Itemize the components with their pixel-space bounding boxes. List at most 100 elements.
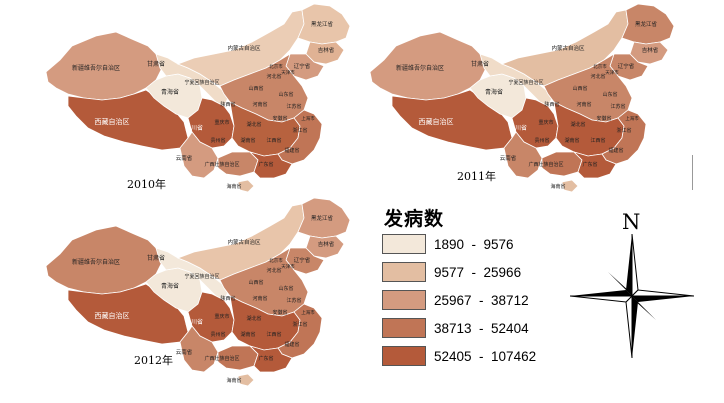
province-label-xizang: 西藏自治区 <box>95 311 130 320</box>
legend-swatch <box>382 262 426 282</box>
province-label-shandong: 山东省 <box>278 91 293 98</box>
province-label-hebei: 河北省 <box>266 73 281 80</box>
province-label-xizang: 西藏自治区 <box>95 117 130 126</box>
panel-divider <box>692 155 693 190</box>
legend-title: 发病数 <box>384 208 445 230</box>
legend-range: 9577 - 25966 <box>434 264 522 280</box>
province-label-tianjin: 天津市 <box>605 69 619 76</box>
province-label-yunnan: 云南省 <box>176 154 193 162</box>
province-label-ningxia: 宁夏回族自治区 <box>508 79 543 86</box>
province-label-shandong: 山东省 <box>602 91 617 98</box>
province-label-anhui: 安徽省 <box>596 115 611 122</box>
compass-rose: N <box>570 210 694 360</box>
province-label-guangdong: 广东省 <box>582 161 597 168</box>
province-label-neimenggu: 内蒙古自治区 <box>227 238 261 246</box>
province-label-chongqing: 重庆市 <box>538 119 553 126</box>
province-label-hunan: 湖南省 <box>240 137 255 144</box>
province-label-shanghai: 上海市 <box>301 309 315 316</box>
province-label-hainan: 海南省 <box>550 183 565 190</box>
compass-star-icon <box>570 234 694 358</box>
province-label-liaoning: 辽宁省 <box>294 62 311 70</box>
province-label-xinjiang: 新疆维吾尔自治区 <box>72 258 120 266</box>
region-guangdong <box>572 151 617 179</box>
province-label-shaanxi: 陕西省 <box>544 101 559 108</box>
region-hainan <box>237 373 255 387</box>
province-label-anhui: 安徽省 <box>272 309 287 316</box>
province-label-guangdong: 广东省 <box>258 161 273 168</box>
province-label-anhui: 安徽省 <box>272 115 287 122</box>
legend-swatch <box>382 234 426 254</box>
province-label-hubei: 湖北省 <box>246 315 261 322</box>
province-label-guangxi: 广西壮族自治区 <box>204 161 239 168</box>
province-label-jiangxi: 江西省 <box>266 331 281 338</box>
province-label-gansu: 甘肃省 <box>147 254 165 262</box>
province-label-fujian: 福建省 <box>284 147 299 154</box>
compass-north-label: N <box>622 210 641 234</box>
province-label-henan: 河南省 <box>252 101 267 108</box>
province-label-guangxi: 广西壮族自治区 <box>528 161 563 168</box>
province-label-sichuan: 四川省 <box>185 124 203 132</box>
province-label-guizhou: 贵州省 <box>534 137 549 144</box>
province-label-hunan: 湖南省 <box>240 331 255 338</box>
legend-item: 38713 - 52404 <box>382 317 529 339</box>
province-label-hunan: 湖南省 <box>564 137 579 144</box>
province-label-yunnan: 云南省 <box>500 154 517 162</box>
legend-swatch <box>382 318 426 338</box>
province-label-zhejiang: 浙江省 <box>292 321 307 328</box>
province-label-gansu: 甘肃省 <box>147 60 165 68</box>
province-label-ningxia: 宁夏回族自治区 <box>184 79 219 86</box>
legend-item: 52405 - 107462 <box>382 345 536 367</box>
province-label-beijing: 北京市 <box>269 63 283 70</box>
legend-range: 1890 - 9576 <box>434 236 514 252</box>
province-label-fujian: 福建省 <box>284 341 299 348</box>
province-label-shaanxi: 陕西省 <box>220 101 235 108</box>
region-heilongjiang <box>297 3 351 45</box>
province-label-hainan: 海南省 <box>226 377 241 384</box>
province-label-guangdong: 广东省 <box>258 355 273 362</box>
province-label-shanxi: 山西省 <box>248 279 263 286</box>
legend-range: 25967 - 38712 <box>434 292 529 308</box>
province-label-heilongjiang: 黑龙江省 <box>311 214 334 222</box>
legend-range: 38713 - 52404 <box>434 320 529 336</box>
legend-item: 1890 - 9576 <box>382 233 514 255</box>
province-label-jiangxi: 江西省 <box>266 137 281 144</box>
province-label-yunnan: 云南省 <box>176 348 193 356</box>
province-label-sichuan: 四川省 <box>509 124 527 132</box>
province-label-hebei: 河北省 <box>590 73 605 80</box>
province-label-guangxi: 广西壮族自治区 <box>204 355 239 362</box>
province-label-qinghai: 青海省 <box>485 88 503 96</box>
province-label-heilongjiang: 黑龙江省 <box>635 20 658 28</box>
province-label-hebei: 河北省 <box>266 267 281 274</box>
region-guangdong <box>248 345 293 373</box>
province-label-neimenggu: 内蒙古自治区 <box>551 44 585 52</box>
province-label-beijing: 北京市 <box>593 63 607 70</box>
region-southeast <box>277 303 323 359</box>
region-southeast <box>277 109 323 165</box>
province-label-shaanxi: 陕西省 <box>220 295 235 302</box>
province-label-beijing: 北京市 <box>269 257 283 264</box>
province-label-chongqing: 重庆市 <box>214 119 229 126</box>
province-label-qinghai: 青海省 <box>161 282 179 290</box>
region-heilongjiang <box>297 197 351 239</box>
legend-item: 9577 - 25966 <box>382 261 521 283</box>
province-label-shandong: 山东省 <box>278 285 293 292</box>
province-label-gansu: 甘肃省 <box>471 60 489 68</box>
province-label-shanghai: 上海市 <box>301 115 315 122</box>
province-label-xizang: 西藏自治区 <box>419 117 454 126</box>
province-label-henan: 河南省 <box>576 101 591 108</box>
region-heilongjiang <box>621 3 675 45</box>
province-label-sichuan: 四川省 <box>185 318 203 326</box>
province-label-guizhou: 贵州省 <box>210 331 225 338</box>
province-label-neimenggu: 内蒙古自治区 <box>227 44 261 52</box>
province-label-jilin: 吉林省 <box>318 240 335 248</box>
map-2011: 新疆维吾尔自治区 西藏自治区 青海省 甘肃省 内蒙古自治区 黑龙江省 吉林省 辽宁省 宁夏回族自… <box>362 2 692 194</box>
map-2012: 新疆维吾尔自治区 西藏自治区 青海省 甘肃省 内蒙古自治区 黑龙江省 吉林省 辽宁省 宁夏回族自… <box>38 196 368 388</box>
province-label-henan: 河南省 <box>252 295 267 302</box>
province-label-shanxi: 山西省 <box>248 85 263 92</box>
legend-swatch <box>382 290 426 310</box>
province-label-hainan: 海南省 <box>226 183 241 190</box>
province-label-qinghai: 青海省 <box>161 88 179 96</box>
province-label-chongqing: 重庆市 <box>214 313 229 320</box>
